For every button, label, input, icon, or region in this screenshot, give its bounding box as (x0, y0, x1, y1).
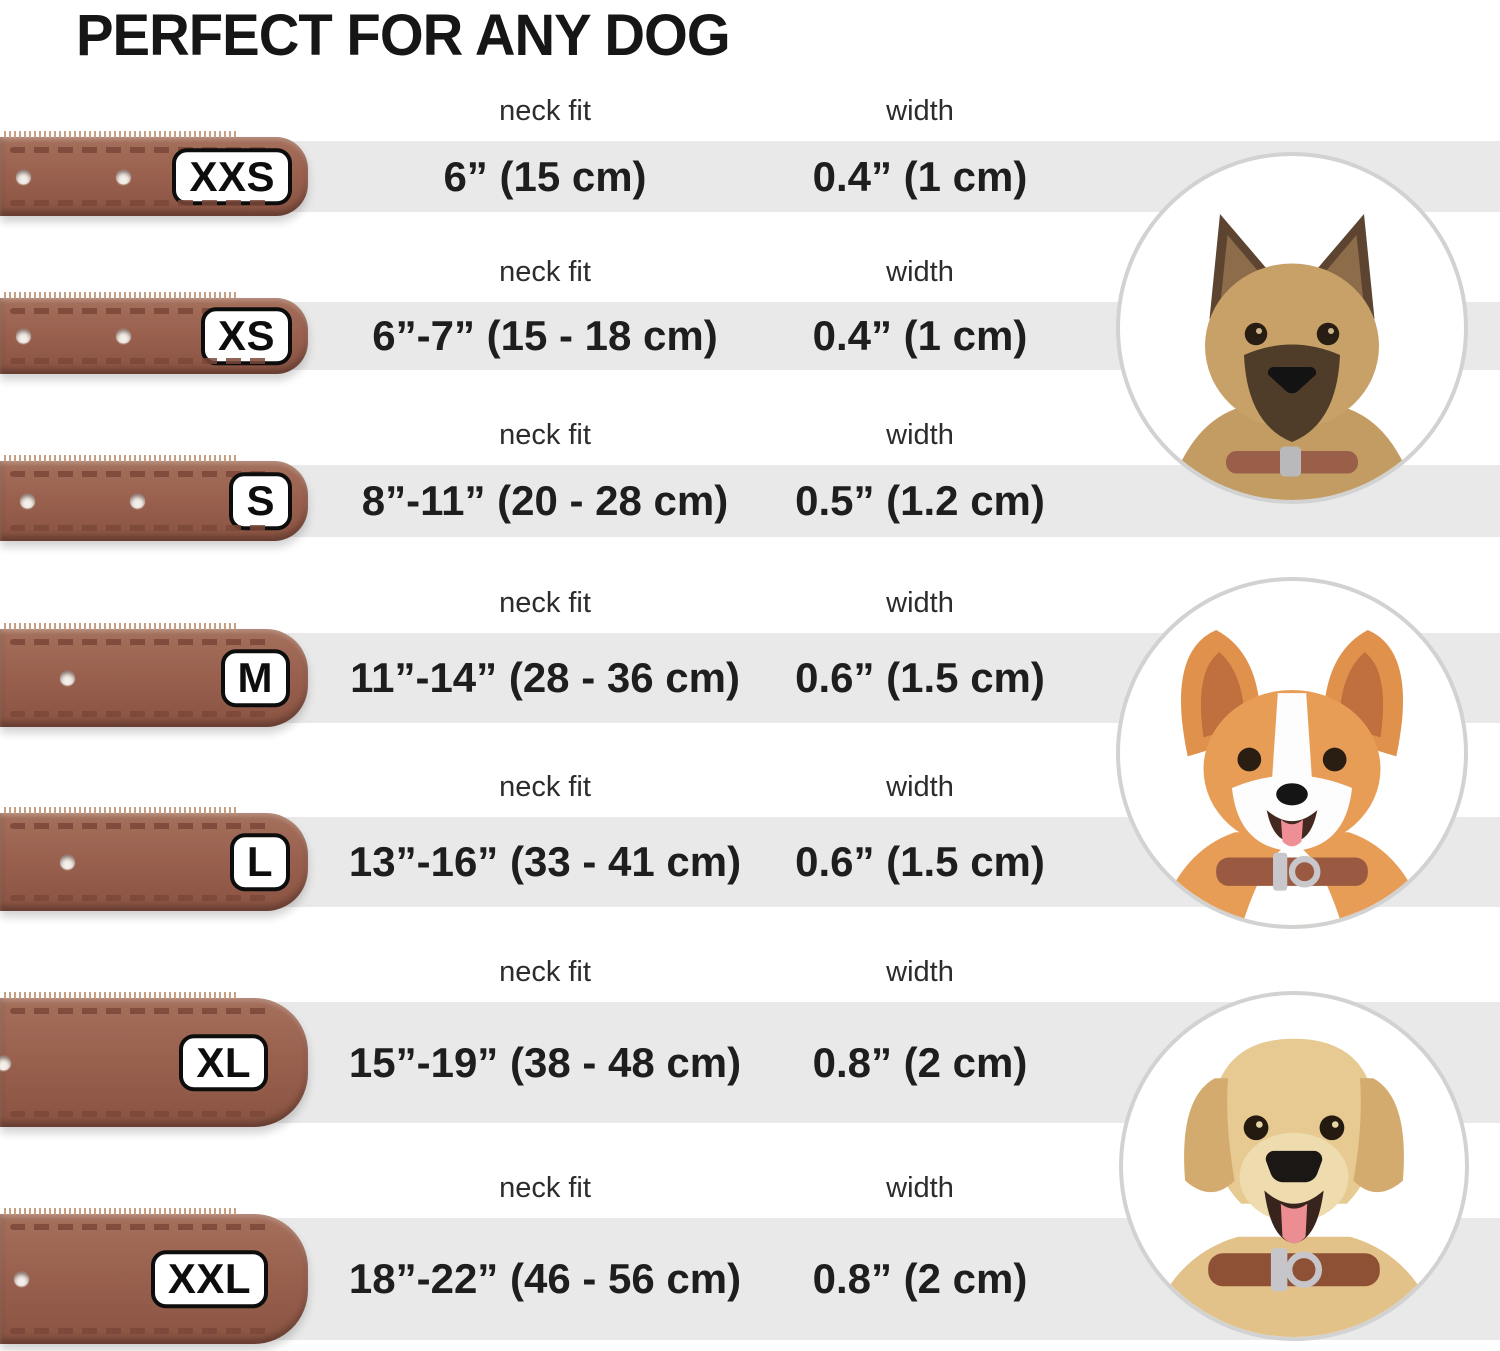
collar-hole (20, 493, 35, 509)
collar-suede-edge (4, 131, 238, 138)
leather-collar-image: S (0, 455, 308, 541)
column-header-neck-fit: neck fit (499, 1172, 591, 1204)
neck-fit-value: 18”-22” (46 - 56 cm) (348, 1255, 742, 1302)
dog-photo-circle-small (1116, 152, 1468, 504)
column-header-neck-fit: neck fit (499, 256, 591, 288)
column-header-neck-fit: neck fit (499, 587, 591, 619)
collar-suede-edge (4, 1208, 238, 1215)
corgi-photo (1156, 629, 1428, 925)
leather-collar-image: XL (0, 992, 308, 1127)
collar-hole (60, 854, 75, 870)
column-header-neck-fit: neck fit (499, 771, 591, 803)
size-label: XXS (172, 147, 292, 206)
neck-fit-value: 6”-7” (15 - 18 cm) (372, 312, 718, 359)
leather-collar-image: XXS (0, 131, 308, 216)
dog-photo-circle-large (1119, 991, 1469, 1341)
leather-collar-image: XXL (0, 1208, 308, 1344)
column-header-neck-fit: neck fit (499, 956, 591, 988)
size-label: S (229, 472, 292, 530)
width-value: 0.5” (1.2 cm) (795, 477, 1045, 524)
collar-suede-edge (4, 807, 238, 814)
size-label: XXL (150, 1250, 268, 1308)
column-header-width: width (886, 256, 954, 288)
column-header-neck-fit: neck fit (499, 419, 591, 451)
collar-hole (16, 169, 31, 184)
collar-hole (0, 1055, 11, 1070)
size-label: L (229, 833, 290, 891)
column-header-width: width (886, 1172, 954, 1204)
size-label: M (220, 649, 290, 707)
size-label: XS (200, 307, 292, 365)
column-header-width: width (886, 419, 954, 451)
column-header-width: width (886, 95, 954, 127)
neck-fit-value: 13”-16” (33 - 41 cm) (348, 838, 742, 885)
collar-hole (116, 169, 131, 184)
collar-hole (16, 328, 31, 344)
collar-suede-edge (4, 292, 238, 299)
leather-collar-image: L (0, 807, 308, 911)
dog-photo-circle-medium (1116, 577, 1468, 929)
width-value: 0.4” (1 cm) (812, 312, 1028, 359)
collar-suede-edge (4, 623, 238, 630)
collar-suede-edge (4, 455, 238, 462)
labrador-retriever-photo (1146, 1038, 1442, 1337)
neck-fit-value: 15”-19” (38 - 48 cm) (348, 1038, 742, 1086)
width-value: 0.8” (2 cm) (812, 1038, 1028, 1086)
column-header-width: width (886, 587, 954, 619)
width-value: 0.4” (1 cm) (812, 152, 1028, 200)
leather-collar-image: XS (0, 292, 308, 374)
column-header-neck-fit: neck fit (499, 95, 591, 127)
leather-collar-image: M (0, 623, 308, 727)
neck-fit-value: 6” (15 cm) (443, 152, 647, 200)
neck-fit-value: 11”-14” (28 - 36 cm) (350, 654, 740, 701)
column-header-width: width (886, 771, 954, 803)
collar-hole (116, 328, 131, 344)
collar-hole (130, 493, 145, 509)
page-title: PERFECT FOR ANY DOG (76, 3, 731, 68)
width-value: 0.8” (2 cm) (812, 1255, 1028, 1302)
collar-suede-edge (4, 992, 238, 999)
collar-hole (14, 1271, 29, 1287)
size-label: XL (179, 1033, 268, 1092)
neck-fit-value: 8”-11” (20 - 28 cm) (361, 477, 729, 524)
column-header-width: width (886, 956, 954, 988)
cairn-terrier-photo (1166, 214, 1418, 500)
collar-hole (60, 670, 75, 686)
width-value: 0.6” (1.5 cm) (795, 838, 1045, 885)
width-value: 0.6” (1.5 cm) (795, 654, 1045, 701)
